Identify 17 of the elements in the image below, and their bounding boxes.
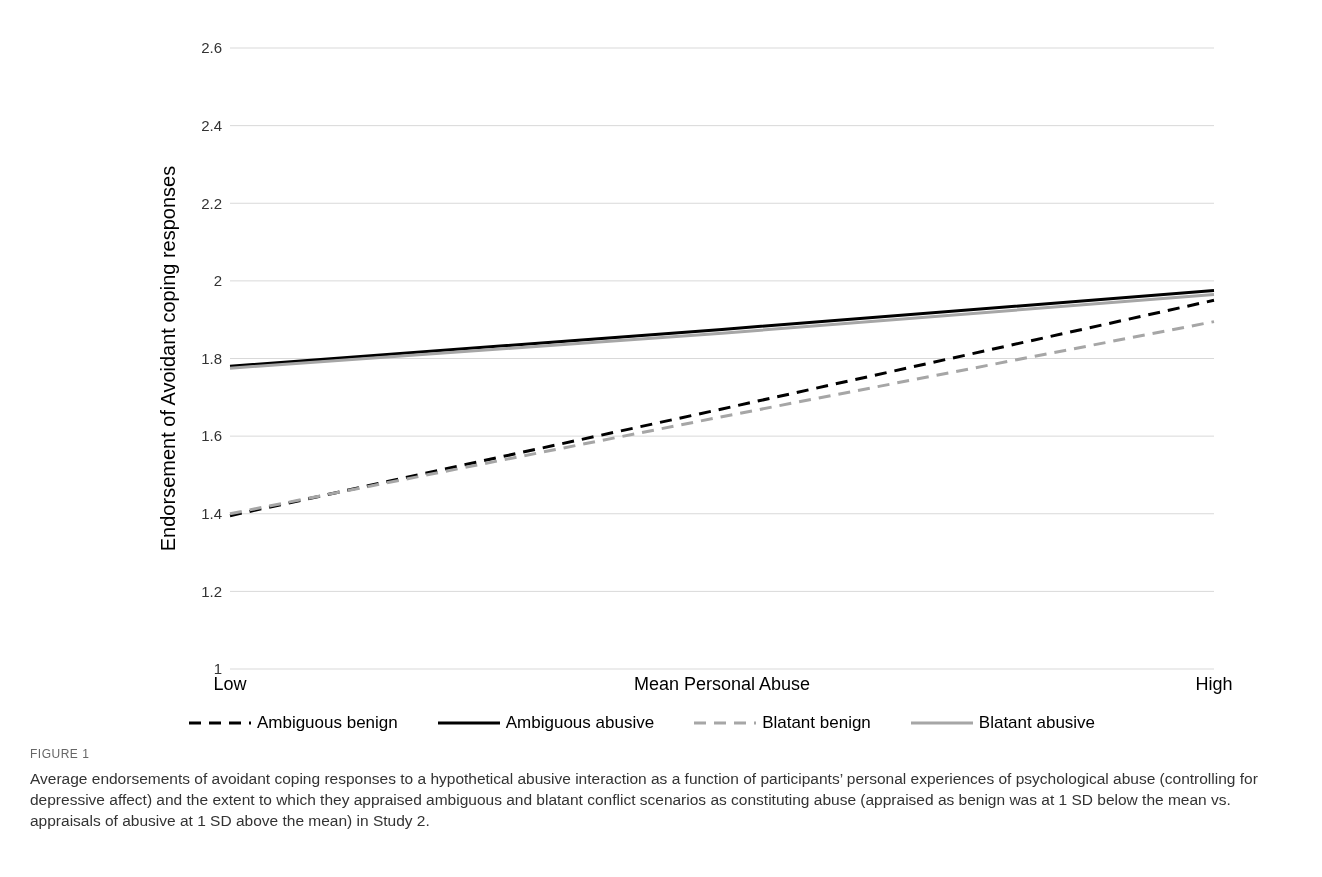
y-tick-label: 1.8 xyxy=(201,349,222,367)
y-tick-label: 1.4 xyxy=(201,505,222,523)
y-axis-title: Endorsement of Avoidant coping responses xyxy=(157,165,180,552)
y-tick-label: 2 xyxy=(213,272,222,290)
text: Average endorsements of avoidant coping responses to a hypothetical abusive interaction as a function of participants’ personal experiences of psychological abuse (controlling for depressive affect) and the extent to which they appraised ambiguous and blatant conflict scenarios as constituting abuse (appraised as benign was at 1 SD below the mean vs. appraisals of abusive at 1 SD above the mean) in Study 2. xyxy=(30,769,1259,831)
y-tick-label: 2.6 xyxy=(201,39,222,57)
y-tick-label: 1.2 xyxy=(201,582,222,600)
legend-label: Ambiguous abusive xyxy=(505,713,655,733)
legend-label: Blatant abusive xyxy=(978,713,1096,733)
x-tick-label: Mean Personal Abuse xyxy=(633,673,811,694)
x-tick-label: High xyxy=(1195,673,1233,694)
y-tick-label: 2.4 xyxy=(201,116,222,134)
caption: FIGURE 1 xyxy=(30,747,91,761)
legend-label: Blatant benign xyxy=(762,713,871,733)
y-tick-label: 2.2 xyxy=(201,194,222,212)
y-tick-label: 1.6 xyxy=(201,427,222,445)
legend-label: Ambiguous benign xyxy=(256,713,398,733)
